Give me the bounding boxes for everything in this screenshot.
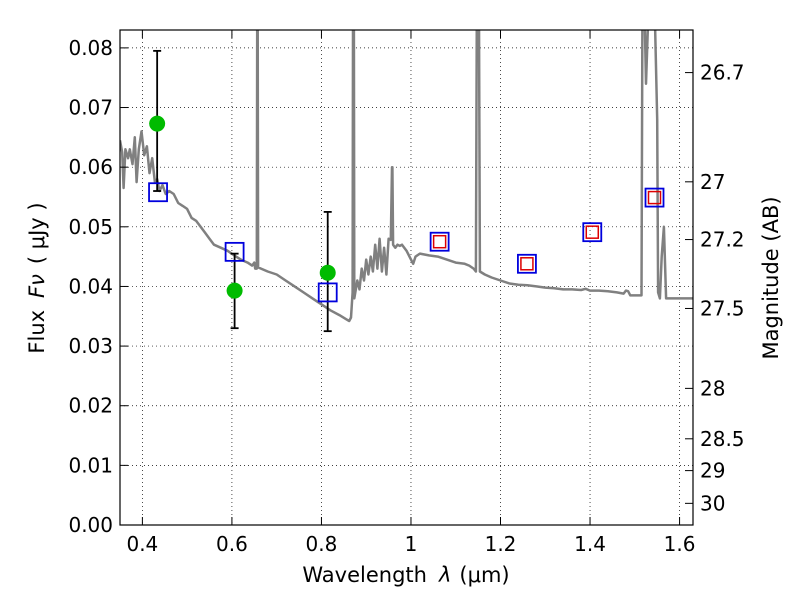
model-inner-marker (520, 257, 534, 271)
plot-background (120, 30, 693, 525)
y2-tick-label: 27.2 (700, 228, 745, 252)
y2-tick-label: 27.5 (700, 296, 745, 320)
x-tick-label: 0.4 (126, 532, 158, 556)
model-photometry-marker (582, 222, 603, 243)
x-axis-label: Wavelength λ (μm) (302, 563, 509, 587)
x-tick-label: 1.2 (485, 532, 517, 556)
x-tick-label: 1.6 (664, 532, 696, 556)
y2-tick-label: 26.7 (700, 61, 745, 85)
y2-tick-label: 29 (700, 459, 725, 483)
axis-ticks: 0.4 0.6 0.8 1 1.2 1.4 1.6 0.00 0.01 0.02 0.03 0.04 0… (68, 30, 745, 556)
x-tick-label: 0.8 (306, 532, 338, 556)
y-tick-label: 0.00 (68, 513, 113, 537)
model-inner-marker (585, 225, 600, 239)
observed-flux-point (149, 115, 166, 132)
y-tick-label: 0.05 (68, 215, 113, 239)
grid-lines (120, 30, 693, 526)
y-tick-label: 0.03 (68, 334, 113, 358)
y-axis-label: FluxFν( μJy ) (25, 202, 49, 353)
observed-flux-point (226, 282, 243, 299)
y-tick-label: 0.01 (68, 453, 113, 477)
y2-tick-label: 28.5 (700, 427, 745, 451)
y2-axis-label: Magnitude (AB) (759, 196, 783, 359)
plot-area (120, 30, 693, 333)
model-photometry-marker (224, 241, 245, 262)
model-inner-marker (432, 234, 447, 249)
y-tick-label: 0.04 (68, 274, 113, 298)
y-tick-label: 0.07 (68, 96, 113, 120)
y2-tick-label: 28 (700, 376, 725, 400)
y2-tick-label: 27 (700, 170, 725, 194)
template-spectrum-line (120, 30, 693, 323)
x-tick-label: 1.4 (574, 532, 606, 556)
y-tick-label: 0.02 (68, 394, 113, 418)
plot-frame (119, 29, 694, 526)
model-photometry-marker (429, 231, 450, 252)
observed-flux-point (319, 264, 336, 281)
y-tick-label: 0.06 (68, 155, 113, 179)
x-tick-label: 1 (405, 532, 418, 556)
model-photometry-marker (517, 253, 537, 274)
model-photometry-marker (148, 182, 168, 203)
model-photometry-marker (644, 187, 665, 208)
y-tick-label: 0.08 (68, 36, 113, 60)
model-photometry-marker (317, 282, 338, 303)
model-inner-marker (647, 190, 662, 205)
x-tick-label: 0.6 (216, 532, 248, 556)
y2-tick-label: 30 (700, 491, 725, 515)
